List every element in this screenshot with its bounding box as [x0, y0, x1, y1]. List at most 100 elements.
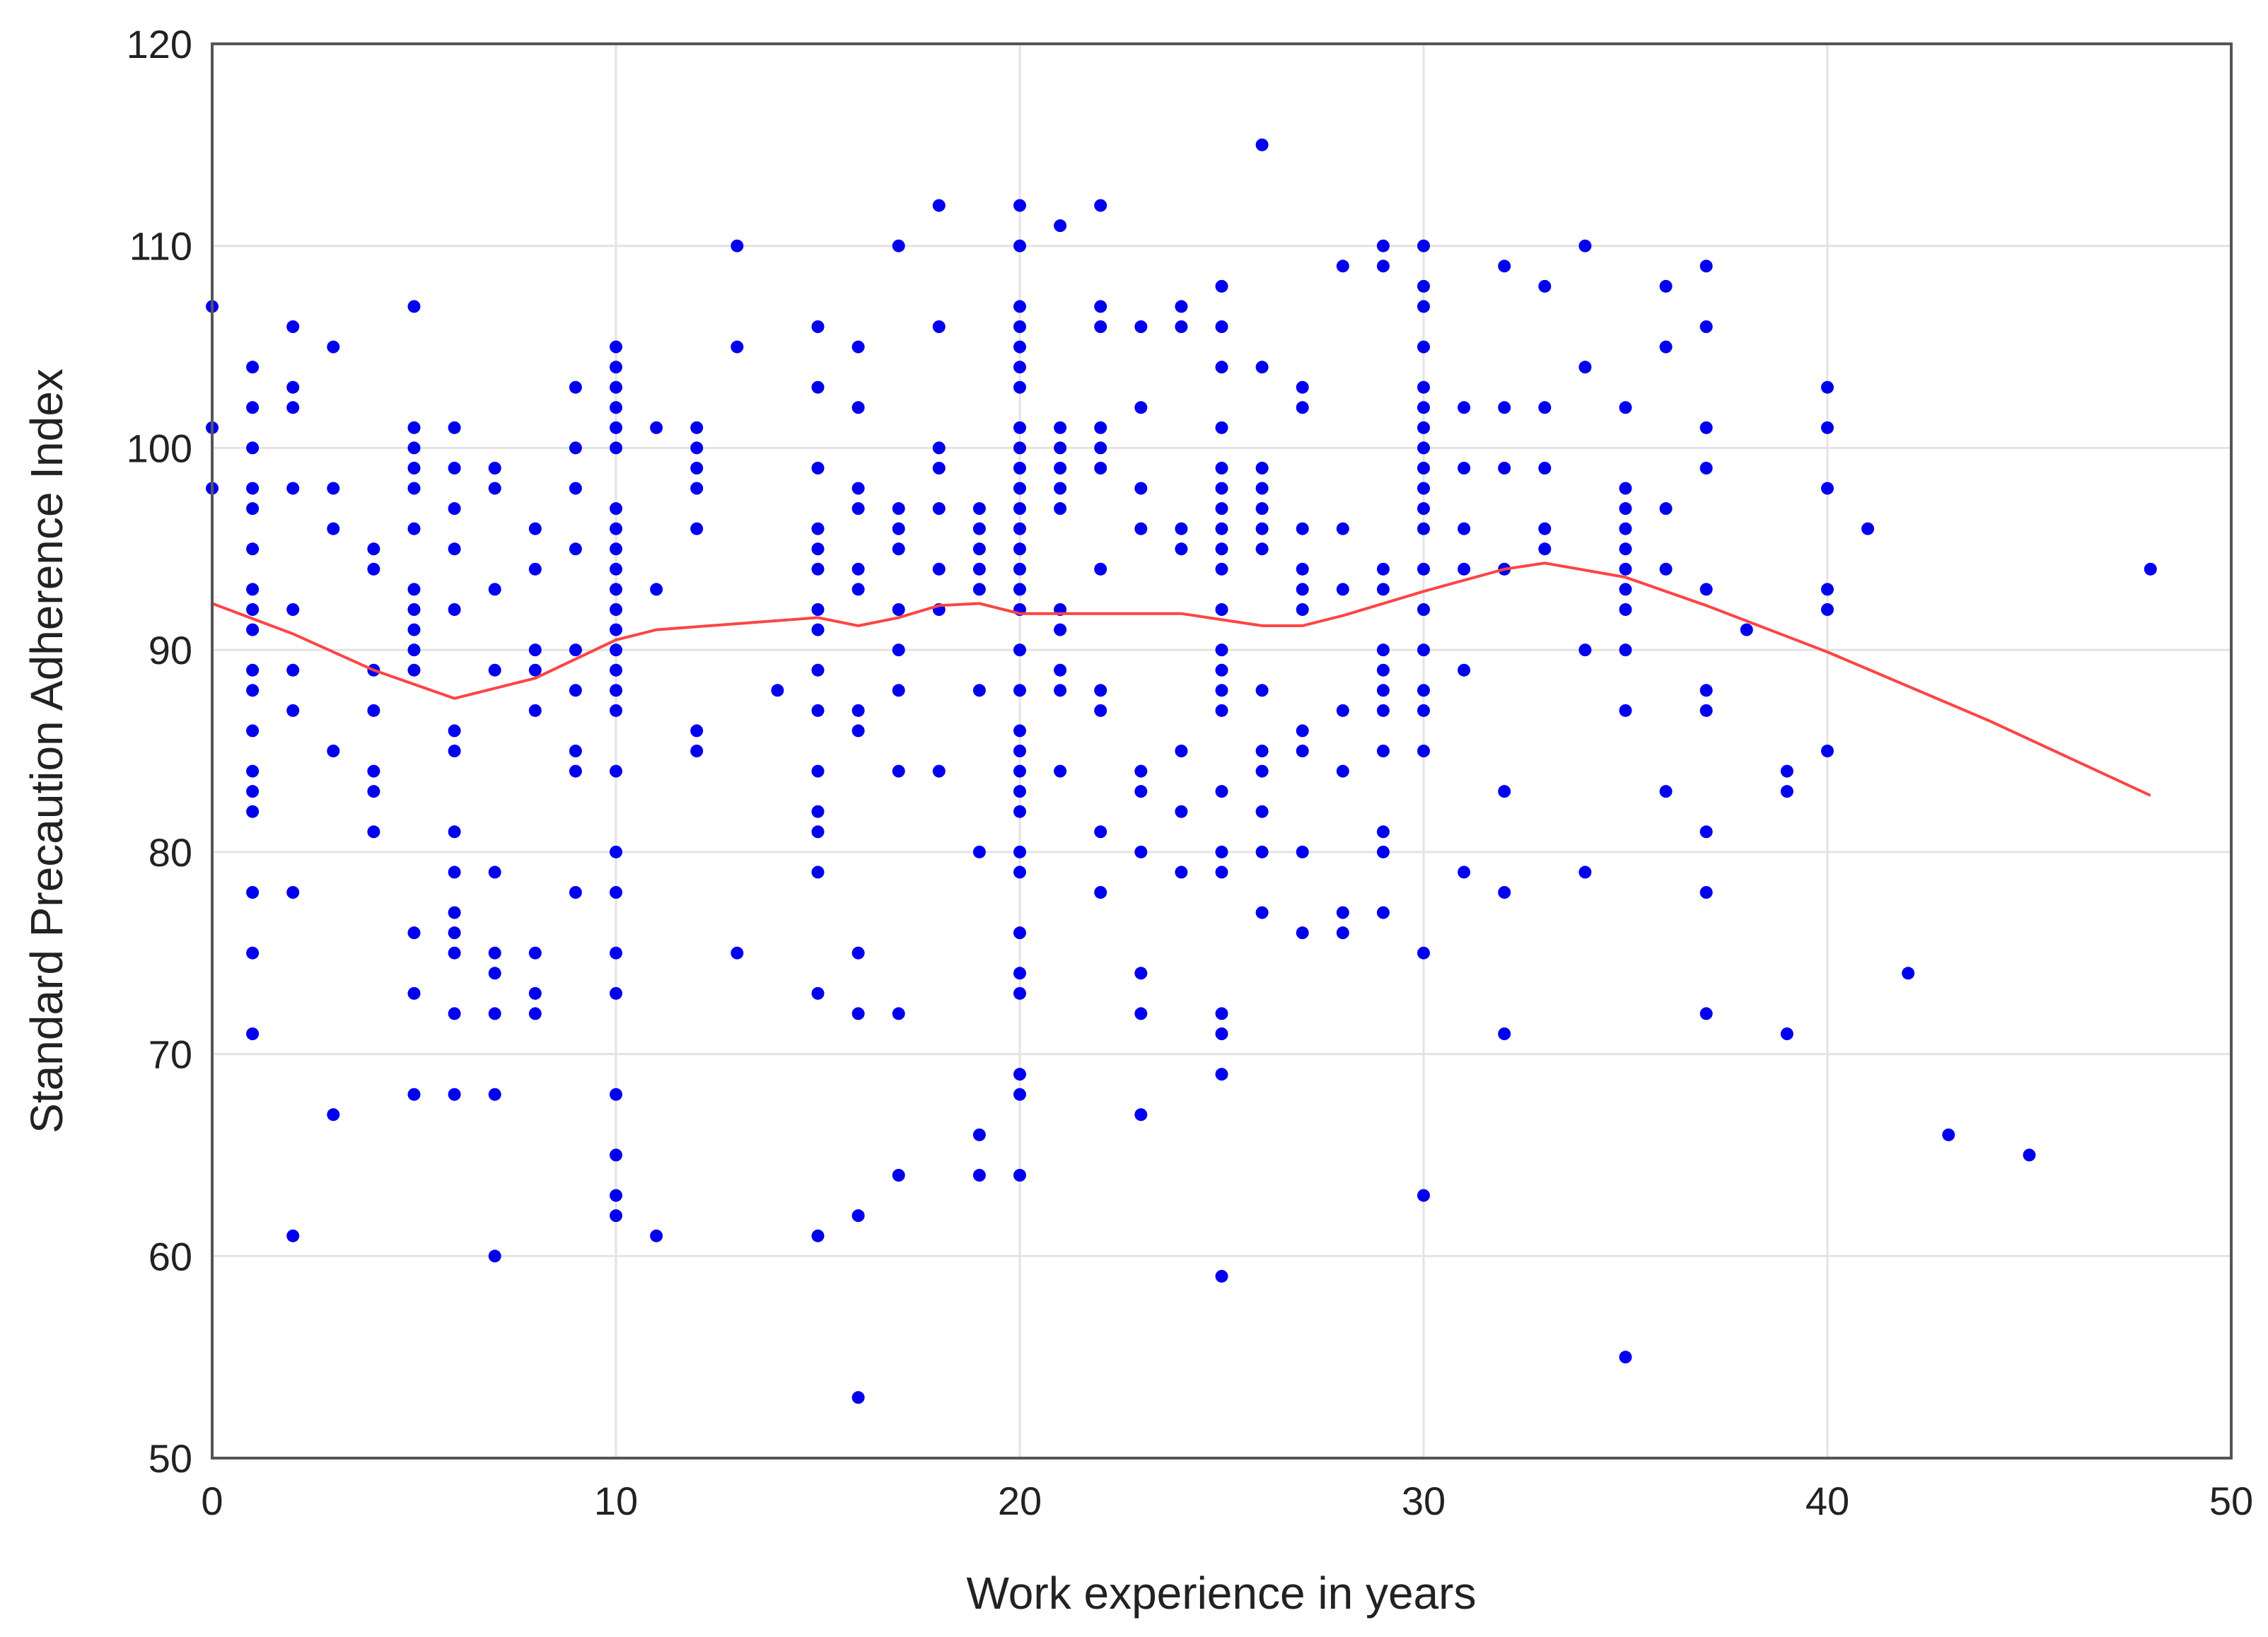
data-point: [1215, 684, 1228, 697]
data-point: [1054, 462, 1067, 474]
data-point: [1296, 522, 1309, 535]
data-point: [932, 441, 946, 455]
data-point: [1902, 967, 1915, 980]
data-point: [610, 562, 622, 576]
data-point: [811, 764, 825, 778]
data-point: [1619, 583, 1632, 596]
data-point: [1134, 522, 1148, 535]
data-point: [1094, 462, 1107, 474]
data-point: [1699, 421, 1713, 434]
data-point: [1013, 340, 1026, 354]
data-point: [972, 1169, 986, 1182]
data-point: [448, 421, 461, 434]
data-point: [690, 441, 704, 455]
data-point: [1619, 562, 1632, 576]
data-point: [1821, 380, 1834, 394]
data-point: [731, 340, 744, 354]
data-point: [1094, 441, 1107, 455]
data-point: [1417, 441, 1430, 455]
data-point: [1134, 764, 1148, 778]
data-point: [932, 199, 946, 212]
data-point: [286, 401, 300, 414]
data-point: [610, 663, 622, 677]
data-point: [851, 1391, 865, 1404]
data-point: [528, 663, 542, 677]
data-point: [610, 1209, 622, 1223]
data-point: [1498, 1027, 1511, 1040]
data-point: [1054, 441, 1067, 455]
data-point: [1013, 845, 1026, 858]
data-point: [1054, 684, 1067, 697]
data-point: [1458, 522, 1471, 535]
data-point: [811, 704, 825, 717]
data-point: [811, 320, 825, 333]
data-point: [1094, 199, 1107, 212]
data-point: [448, 462, 461, 474]
data-point: [367, 562, 380, 576]
data-point: [528, 522, 542, 535]
data-point: [892, 764, 905, 778]
data-point: [1417, 684, 1430, 697]
data-point: [972, 1128, 986, 1141]
data-point: [892, 542, 905, 556]
data-point: [851, 1007, 865, 1020]
data-points: [206, 138, 2157, 1404]
data-point: [1336, 764, 1349, 778]
data-point: [448, 946, 461, 960]
data-point: [1740, 623, 1753, 636]
x-tick-label: 20: [998, 1479, 1042, 1523]
data-point: [1780, 785, 1793, 798]
data-point: [1255, 482, 1269, 495]
data-point: [448, 603, 461, 616]
data-point: [1458, 866, 1471, 879]
data-point: [610, 1189, 622, 1202]
data-point: [1013, 805, 1026, 818]
fit-line: [211, 561, 2151, 797]
data-point: [1619, 401, 1632, 414]
data-point: [1013, 199, 1026, 212]
data-point: [286, 380, 300, 394]
data-point: [1215, 522, 1228, 535]
data-point: [407, 1088, 421, 1101]
data-point: [367, 825, 380, 839]
data-point: [1013, 239, 1026, 252]
data-point: [731, 946, 744, 960]
data-point: [1215, 1007, 1228, 1020]
data-point: [1255, 462, 1269, 474]
data-point: [1255, 542, 1269, 556]
data-point: [327, 1108, 340, 1122]
data-point: [1417, 502, 1430, 515]
data-point: [1215, 866, 1228, 879]
data-point: [1134, 785, 1148, 798]
y-tick-label: 60: [149, 1234, 192, 1278]
data-point: [1175, 320, 1188, 333]
data-point: [488, 1088, 501, 1101]
data-point: [1659, 340, 1673, 354]
data-point: [1255, 138, 1269, 151]
data-point: [1296, 745, 1309, 757]
data-point: [1376, 745, 1390, 757]
data-point: [1417, 745, 1430, 757]
data-point: [1498, 785, 1511, 798]
data-point: [1498, 886, 1511, 899]
data-point: [528, 946, 542, 960]
data-point: [610, 441, 622, 455]
data-point: [610, 764, 622, 778]
data-point: [1699, 320, 1713, 333]
data-point: [1215, 603, 1228, 616]
data-point: [246, 886, 260, 899]
data-point: [1458, 401, 1471, 414]
data-point: [1215, 643, 1228, 657]
data-point: [1013, 380, 1026, 394]
data-point: [1619, 482, 1632, 495]
data-point: [1094, 825, 1107, 839]
data-point: [1013, 542, 1026, 556]
data-point: [488, 462, 501, 474]
x-tick-label: 40: [1805, 1479, 1849, 1523]
data-point: [1659, 785, 1673, 798]
data-point: [610, 401, 622, 414]
data-point: [1336, 583, 1349, 596]
data-point: [1013, 482, 1026, 495]
data-point: [1538, 401, 1552, 414]
data-point: [1175, 300, 1188, 313]
